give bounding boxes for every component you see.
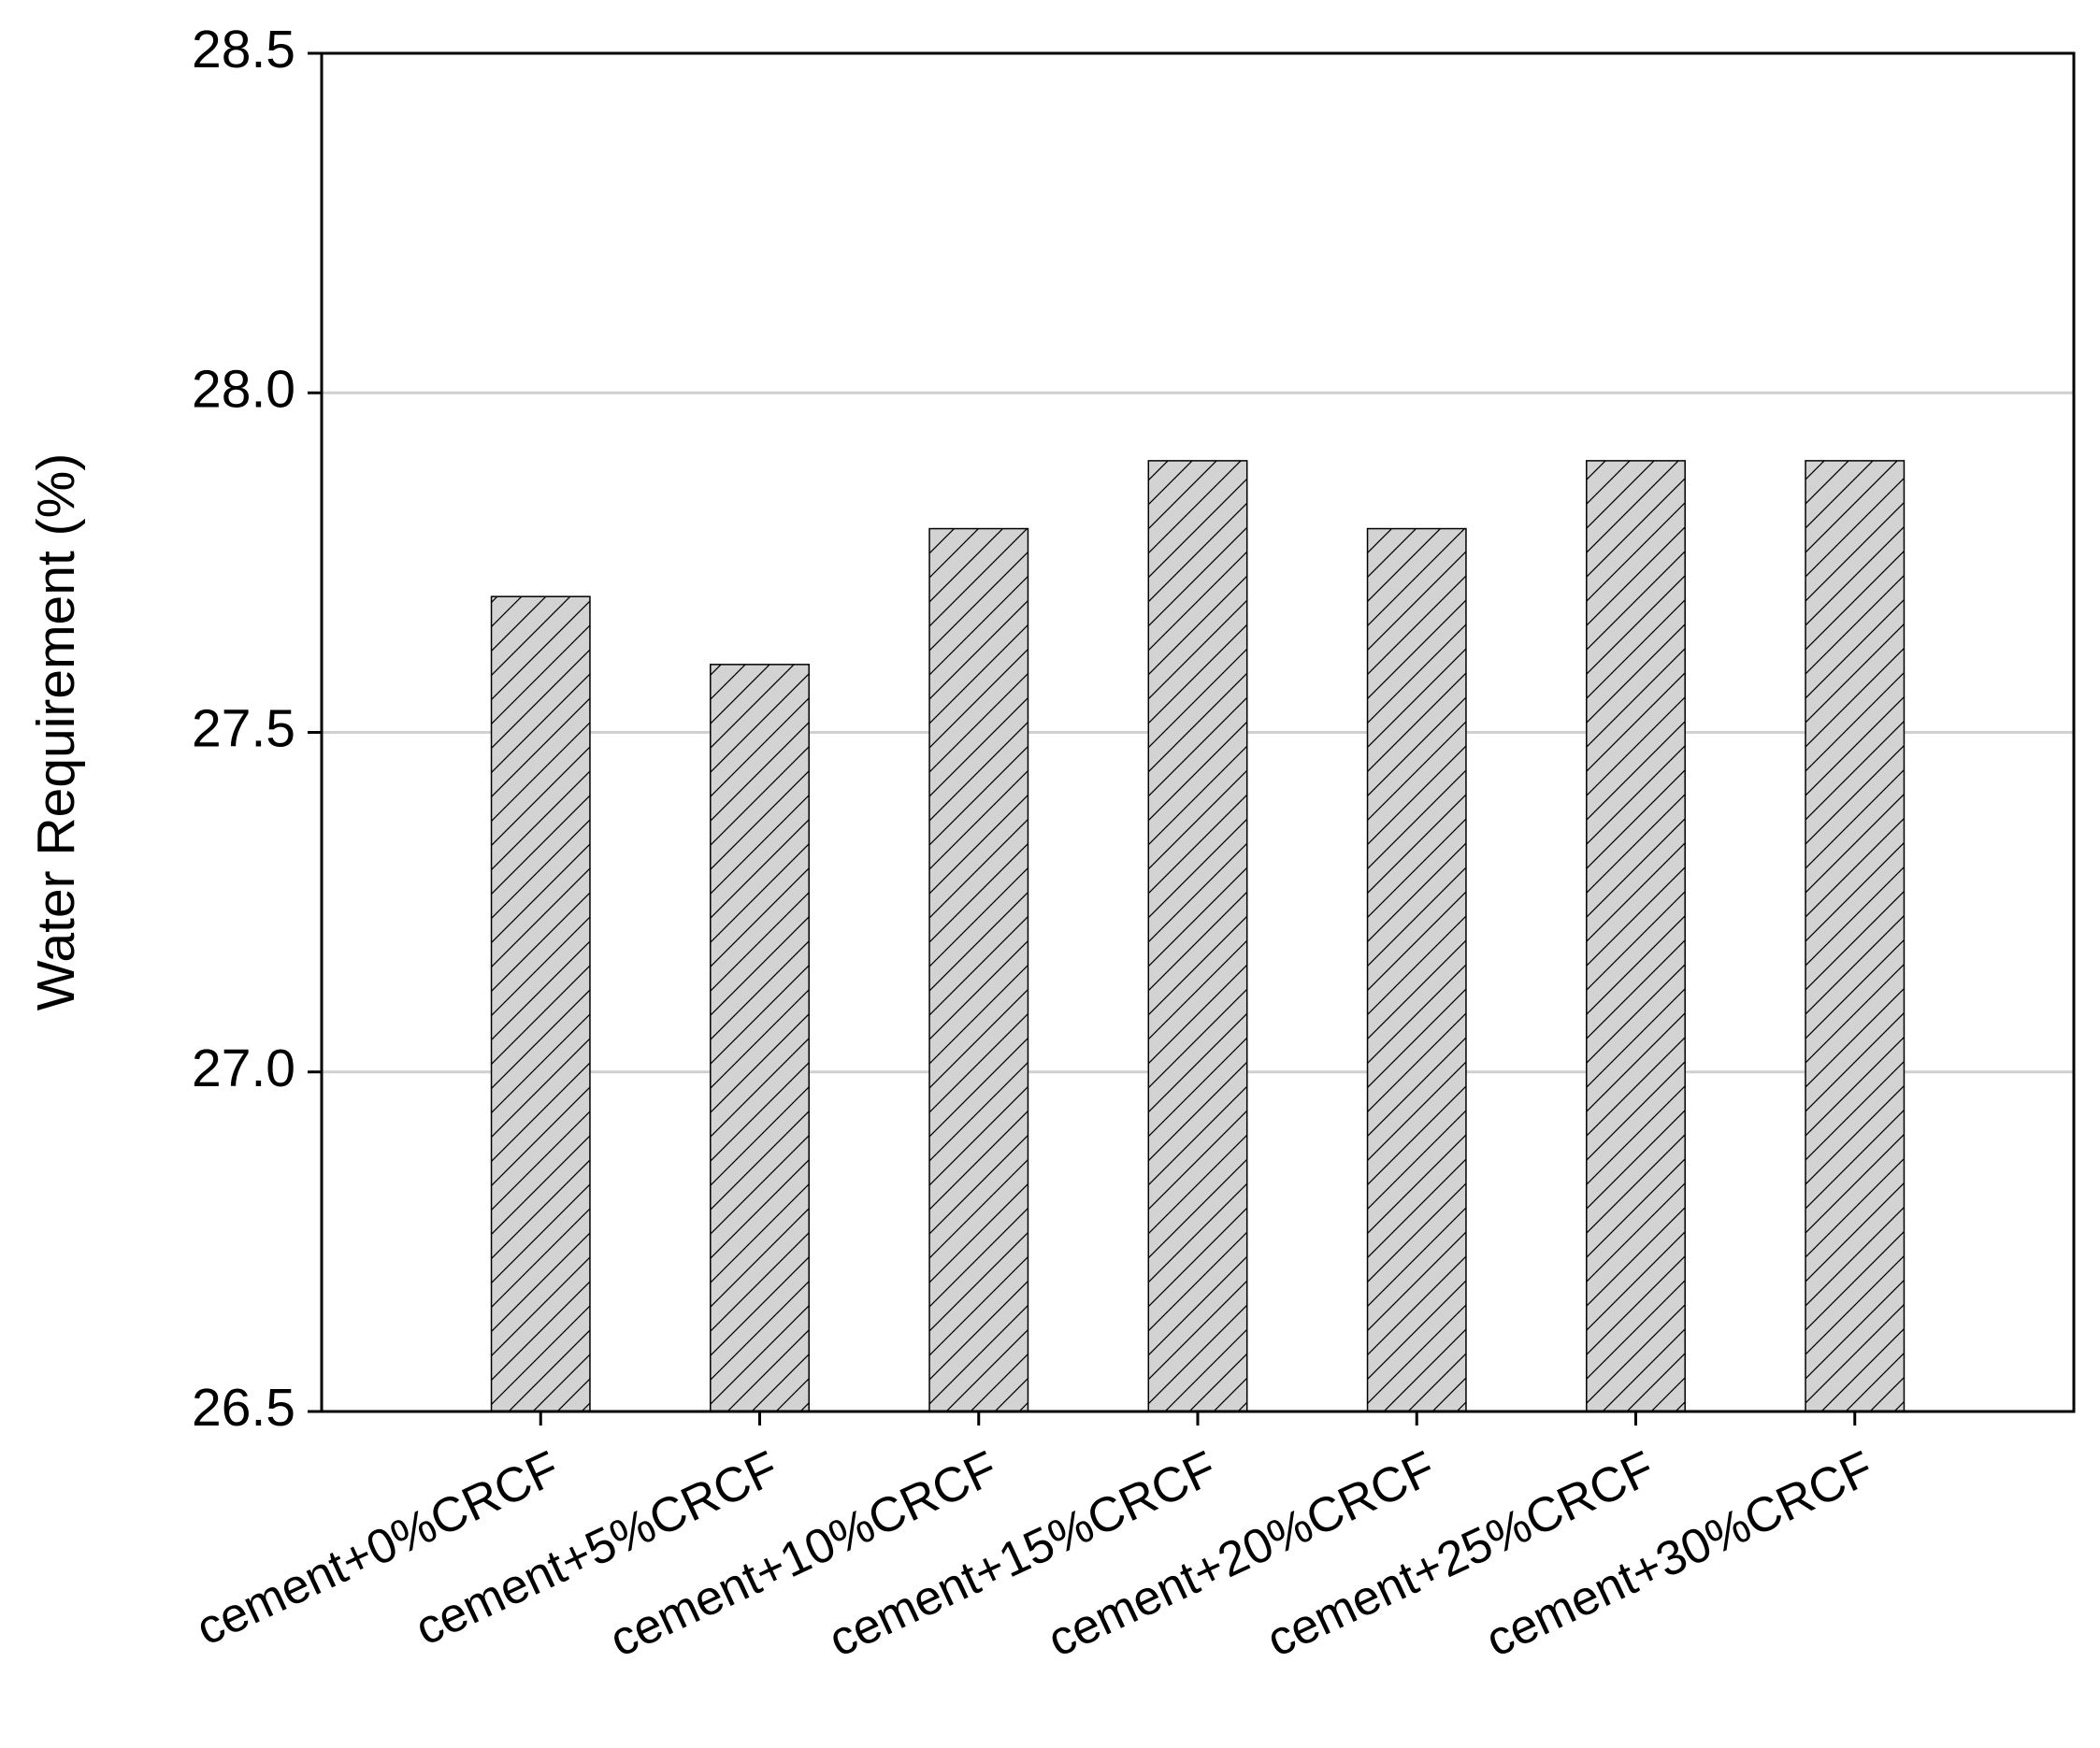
x-tick-label: cement+20%CRCF	[1040, 1441, 1444, 1668]
x-tick-label: cement+10%CRCF	[602, 1441, 1006, 1668]
y-tick-label: 28.5	[192, 20, 295, 79]
bar	[1586, 460, 1686, 1412]
bar	[710, 664, 810, 1412]
y-tick-label: 27.5	[192, 699, 295, 759]
y-axis-label: Water Requirement (%)	[26, 453, 86, 1011]
x-tick-label: cement+25%CRCF	[1259, 1441, 1662, 1668]
bar	[490, 595, 591, 1412]
bar	[1366, 527, 1467, 1412]
x-tick-label: cement+30%CRCF	[1478, 1441, 1882, 1668]
y-tick-label: 27.0	[192, 1039, 295, 1098]
bar	[1805, 460, 1906, 1412]
x-tick-label: cement+5%CRCF	[408, 1441, 787, 1656]
x-tick-label: cement+0%CRCF	[188, 1441, 568, 1656]
y-tick-label: 28.0	[192, 359, 295, 419]
x-tick-label: cement+15%CRCF	[821, 1441, 1225, 1668]
bar	[1147, 460, 1248, 1412]
bar	[928, 527, 1029, 1412]
y-tick-label: 26.5	[192, 1378, 295, 1438]
